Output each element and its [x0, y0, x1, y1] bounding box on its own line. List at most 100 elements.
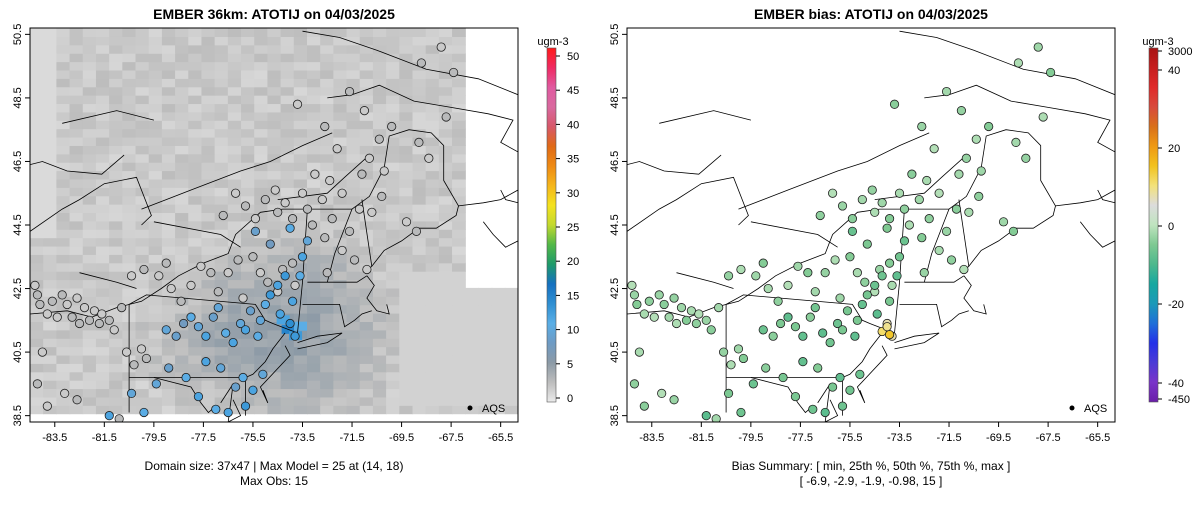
grid-cell — [333, 363, 348, 373]
grid-cell — [214, 145, 229, 155]
boundary-line — [726, 332, 883, 378]
grid-cell — [69, 178, 84, 188]
grid-cell — [188, 162, 203, 172]
grid-cell — [504, 329, 518, 339]
grid-cell — [201, 128, 216, 138]
station-marker — [892, 271, 902, 281]
grid-cell — [491, 346, 506, 356]
grid-cell — [122, 262, 137, 272]
grid-cell — [333, 405, 348, 415]
grid-cell — [399, 187, 414, 197]
grid-cell — [254, 262, 269, 272]
grid-cell — [306, 195, 321, 205]
grid-cell — [161, 78, 176, 88]
grid-cell — [30, 136, 44, 146]
grid-cell — [214, 61, 229, 71]
grid-cell — [56, 346, 71, 356]
station-marker — [213, 287, 223, 297]
grid-cell — [425, 78, 440, 88]
grid-cell — [465, 304, 480, 314]
station-marker — [344, 226, 355, 236]
grid-cell — [148, 95, 163, 105]
x-tick-label: -83.5 — [42, 432, 67, 444]
grid-cell — [306, 111, 321, 121]
grid-cell — [188, 237, 203, 247]
grid-cell — [227, 279, 242, 289]
grid-cell — [82, 28, 97, 37]
grid-cell — [148, 204, 163, 214]
station-marker — [196, 261, 206, 271]
station-marker — [669, 293, 679, 303]
grid-cell — [95, 204, 110, 214]
grid-cell — [452, 212, 466, 222]
grid-cell — [161, 170, 176, 180]
grid-cell — [161, 61, 176, 71]
grid-cell — [438, 254, 453, 264]
station-marker — [736, 264, 746, 275]
boundary-line — [904, 275, 965, 283]
grid-cell — [412, 86, 427, 96]
grid-cell — [175, 229, 189, 239]
station-marker — [884, 258, 895, 268]
grid-cell — [425, 69, 440, 79]
grid-cell — [399, 78, 414, 88]
colorbar-ramp — [546, 47, 557, 403]
grid-cell — [214, 170, 229, 180]
grid-cell — [69, 388, 84, 398]
grid-cell — [82, 195, 97, 205]
grid-cell — [201, 44, 216, 54]
station-marker — [213, 303, 223, 313]
grid-cell — [241, 162, 255, 172]
grid-cell — [148, 136, 163, 146]
grid-cell — [346, 271, 361, 281]
grid-cell — [425, 354, 440, 364]
grid-cell — [135, 103, 150, 113]
grid-cell — [293, 95, 308, 105]
grid-cell — [399, 329, 414, 339]
grid-cell — [399, 296, 414, 306]
grid-cell — [161, 28, 176, 37]
grid-cell — [135, 69, 150, 79]
grid-cell — [214, 405, 229, 415]
grid-cell — [425, 53, 440, 63]
grid-cell — [425, 195, 440, 205]
grid-cell — [359, 145, 374, 155]
grid-cell — [293, 346, 308, 356]
grid-cell — [412, 103, 427, 113]
grid-cell — [254, 187, 269, 197]
grid-cell — [30, 363, 44, 373]
station-marker — [870, 280, 880, 290]
grid-cell — [504, 346, 518, 356]
station-marker — [255, 315, 265, 325]
grid-cell — [241, 36, 255, 46]
grid-cell — [82, 396, 97, 406]
station-marker — [290, 280, 300, 290]
grid-cell — [386, 287, 400, 297]
grid-cell — [346, 178, 361, 188]
grid-cell — [412, 296, 427, 306]
station-marker — [778, 372, 788, 383]
grid-cell — [188, 204, 203, 214]
grid-cell — [161, 371, 176, 381]
grid-cell — [241, 128, 255, 138]
grid-cell — [452, 69, 466, 79]
grid-cell — [148, 162, 163, 172]
grid-cell — [412, 245, 427, 255]
grid-cell — [438, 187, 453, 197]
grid-cell — [438, 338, 453, 348]
grid-cell — [56, 145, 71, 155]
grid-cell — [95, 95, 110, 105]
grid-cell — [95, 405, 110, 415]
station-marker — [250, 214, 261, 224]
grid-cell — [359, 220, 374, 230]
grid-cell — [56, 338, 71, 348]
station-marker — [362, 264, 372, 275]
grid-cell — [438, 304, 453, 314]
grid-cell — [43, 195, 57, 205]
grid-cell — [214, 380, 229, 390]
grid-cell — [399, 69, 414, 79]
grid-cell — [56, 111, 71, 121]
grid-cell — [346, 287, 361, 297]
colorbar-tick-label: 35 — [567, 154, 579, 166]
grid-cell — [175, 271, 189, 281]
